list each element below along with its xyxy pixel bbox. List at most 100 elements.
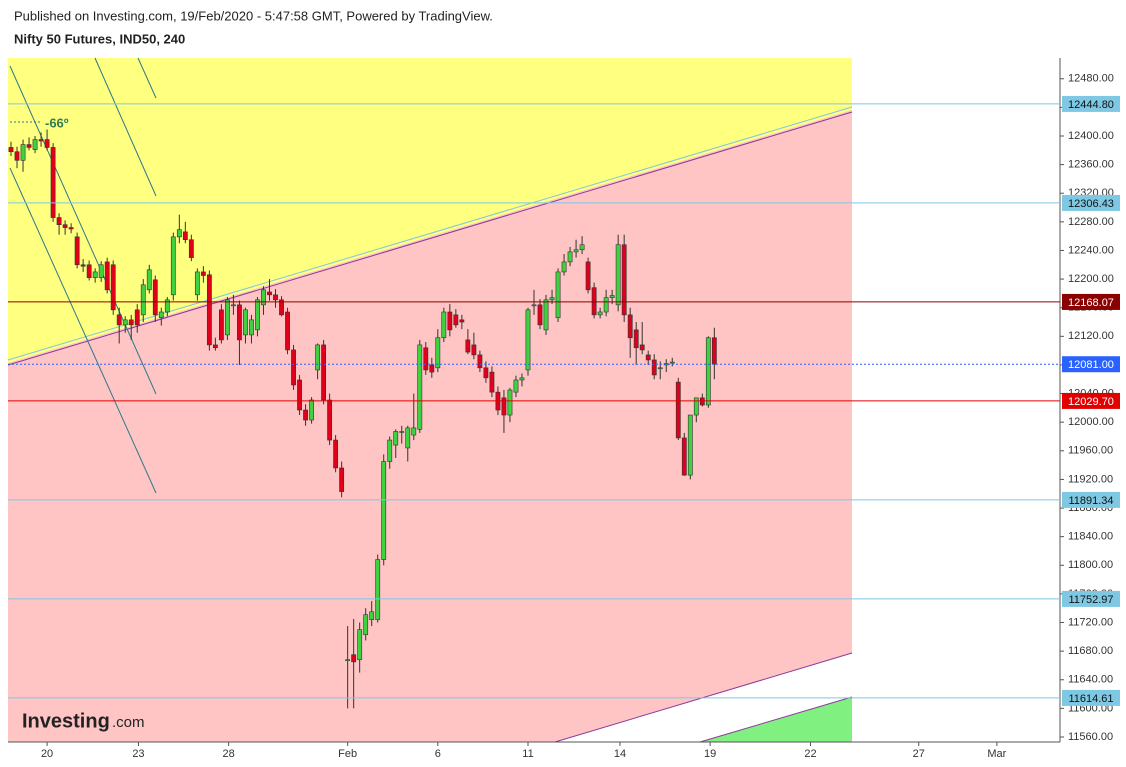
- candle-body: [104, 261, 110, 291]
- y-tick-label: 11840.00: [1068, 531, 1113, 543]
- candle-body: [92, 271, 98, 278]
- candle-body: [537, 304, 543, 326]
- candle-body: [447, 311, 453, 331]
- level-label: 12306.43: [1068, 198, 1114, 210]
- angle-label: -66º: [45, 115, 69, 130]
- y-tick-label: 12360.00: [1068, 159, 1114, 171]
- candle-body: [321, 344, 327, 401]
- candle-body: [303, 409, 308, 421]
- candle-body: [711, 337, 717, 365]
- y-tick-label: 11720.00: [1068, 616, 1113, 628]
- level-label: 11891.34: [1068, 495, 1113, 507]
- candle-body: [200, 271, 206, 276]
- candle-body: [573, 249, 579, 253]
- candle-body: [8, 147, 14, 153]
- candle-body: [140, 284, 146, 316]
- y-tick-label: 12200.00: [1068, 273, 1114, 285]
- candle-body: [219, 309, 224, 341]
- candle-body: [44, 139, 50, 148]
- candle-body: [621, 244, 627, 316]
- logo-suffix: .com: [112, 714, 145, 731]
- candle-body: [339, 467, 345, 492]
- candle-body: [567, 251, 573, 263]
- candle-body: [122, 319, 128, 326]
- candle-body: [525, 309, 531, 371]
- candle-body: [225, 299, 230, 336]
- candle-body: [279, 299, 284, 316]
- candle-body: [471, 344, 477, 356]
- candle-body: [699, 397, 705, 406]
- candle-body: [435, 337, 441, 369]
- candle-body: [363, 614, 369, 635]
- candle-body: [309, 399, 314, 421]
- level-label-box: [1062, 293, 1120, 310]
- candle-body: [393, 431, 399, 446]
- candle-body: [68, 227, 74, 230]
- candle-body: [20, 144, 26, 161]
- candle-body: [206, 274, 212, 346]
- candle-body: [285, 311, 290, 351]
- candle-body: [188, 239, 194, 258]
- x-tick-label: 28: [222, 748, 234, 760]
- candle-body: [597, 311, 603, 316]
- candle-body: [591, 287, 597, 316]
- y-tick-label: 12480.00: [1068, 73, 1114, 85]
- candle-body: [249, 319, 254, 336]
- candle-body: [489, 371, 495, 393]
- x-tick-label: 27: [913, 748, 925, 760]
- candle-body: [176, 229, 182, 238]
- drawings: -66º: [7, 57, 1060, 743]
- y-tick-label: 12400.00: [1068, 130, 1114, 142]
- candle-body: [543, 299, 549, 331]
- upper-zone: [8, 58, 852, 363]
- level-label-box: [1062, 356, 1120, 373]
- candle-body: [423, 347, 429, 371]
- candle-body: [693, 397, 699, 416]
- candle-body: [399, 431, 405, 433]
- candle-body: [56, 217, 62, 226]
- candle-body: [351, 654, 357, 663]
- level-label-box: [1062, 392, 1120, 409]
- level-label-box: [1062, 590, 1120, 607]
- candle-body: [212, 344, 218, 349]
- candle-body: [38, 139, 44, 142]
- logo-brand: Investing: [22, 710, 110, 732]
- candle-body: [369, 611, 375, 620]
- candle-body: [633, 329, 639, 349]
- published-note: Published on Investing.com, 19/Feb/2020 …: [14, 8, 493, 23]
- candle-body: [182, 231, 188, 241]
- x-tick-label: Mar: [987, 748, 1006, 760]
- candle-body: [345, 659, 351, 662]
- candle-body: [315, 344, 320, 371]
- candle-body: [429, 364, 435, 373]
- level-label: 12029.70: [1068, 396, 1114, 408]
- candle-body: [128, 319, 134, 326]
- level-label-box: [1062, 95, 1120, 112]
- level-label-box: [1062, 491, 1120, 508]
- candle-body: [381, 461, 387, 560]
- x-tick-label: 23: [132, 748, 144, 760]
- y-tick-label: 11560.00: [1068, 731, 1113, 743]
- x-tick-label: 6: [435, 748, 441, 760]
- candle-body: [465, 339, 471, 353]
- candle-body: [417, 344, 423, 430]
- logo: Investing .com: [22, 710, 145, 732]
- candle-body: [327, 399, 333, 441]
- channel-zone: [8, 110, 852, 742]
- candle-body: [687, 414, 693, 476]
- candle-body: [357, 629, 363, 661]
- candle-body: [116, 314, 122, 326]
- y-tick-label: 11640.00: [1068, 674, 1113, 686]
- y-tick-label: 12240.00: [1068, 244, 1114, 256]
- x-tick-label: Feb: [338, 748, 357, 760]
- candle-body: [164, 299, 170, 313]
- candle-body: [50, 147, 56, 218]
- candle-body: [411, 427, 417, 436]
- candle-body: [579, 244, 585, 251]
- x-tick-label: 11: [522, 748, 533, 760]
- candle-body: [675, 381, 681, 439]
- candle-body: [477, 354, 483, 369]
- candle-body: [657, 367, 663, 370]
- candle-body: [513, 379, 519, 393]
- candle-body: [333, 439, 339, 469]
